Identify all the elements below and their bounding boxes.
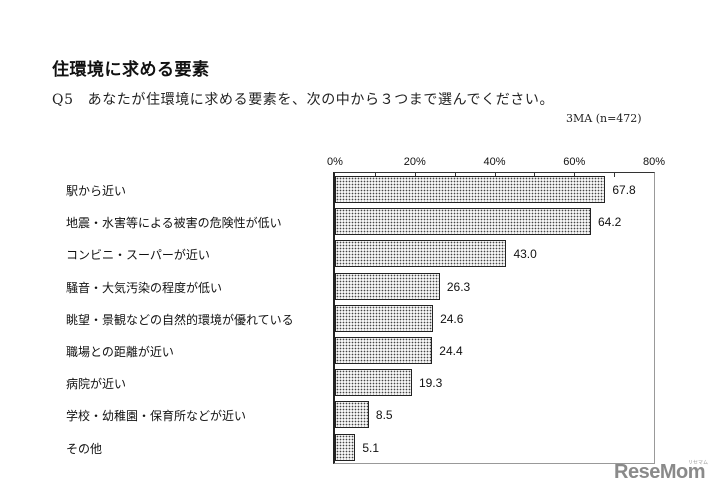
question-text: あなたが住環境に求める要素を、次の中から３つまで選んでください。 [87, 92, 555, 108]
category-label: 学校・幼稚園・保育所などが近い [66, 409, 247, 424]
value-label: 8.5 [375, 408, 393, 423]
x-tick-mark [414, 173, 416, 177]
x-tick-mark [534, 173, 536, 177]
value-label: 43.0 [513, 247, 537, 262]
category-label: 病院が近い [66, 377, 127, 392]
category-label: 眺望・景観などの自然的環境が優れている [66, 312, 294, 327]
sample-note: 3MA (n=472) [566, 112, 642, 125]
x-tick-mark [614, 173, 616, 177]
x-tick-label: 0% [327, 156, 343, 168]
value-label: 64.2 [597, 215, 622, 230]
bar [335, 369, 412, 397]
plot-area [333, 172, 655, 464]
value-label: 67.8 [612, 183, 636, 197]
bar [335, 176, 606, 203]
x-tick-mark [574, 173, 576, 177]
resemom-logo-sub: リセマム [688, 460, 709, 466]
x-tick-label: 80% [642, 156, 666, 168]
category-label: 駅から近い [66, 184, 127, 198]
x-tick-mark [494, 173, 496, 177]
x-tick-label: 60% [563, 156, 586, 168]
x-tick-label: 40% [483, 156, 506, 168]
value-label: 24.6 [440, 311, 464, 326]
bar [335, 433, 356, 461]
x-tick-mark [374, 173, 376, 177]
bar [335, 401, 369, 429]
value-label: 24.4 [439, 344, 463, 358]
value-label: 19.3 [418, 376, 443, 391]
value-label: 26.3 [446, 279, 471, 294]
category-label: 地震・水害等による被害の危険性が低い [66, 216, 282, 231]
category-label: 騒音・大気汚染の程度が低い [66, 280, 223, 295]
x-tick-label: 20% [403, 156, 426, 168]
resemom-logo: ReseMom [614, 461, 705, 483]
value-label: 5.1 [362, 440, 380, 455]
bar [335, 304, 434, 332]
category-label: コンビニ・スーパーが近い [66, 248, 210, 263]
question-number: Q5 [52, 92, 74, 108]
x-tick-mark [454, 173, 456, 177]
category-label: その他 [66, 441, 103, 456]
bar [335, 208, 591, 236]
bar [335, 240, 507, 268]
bar [335, 337, 433, 364]
bar [335, 272, 440, 300]
category-label: 職場との距離が近い [66, 345, 174, 359]
question: Q5 あなたが住環境に求める要素を、次の中から３つまで選んでください。 [52, 89, 554, 109]
page-title: 住環境に求める要素 [52, 60, 210, 80]
